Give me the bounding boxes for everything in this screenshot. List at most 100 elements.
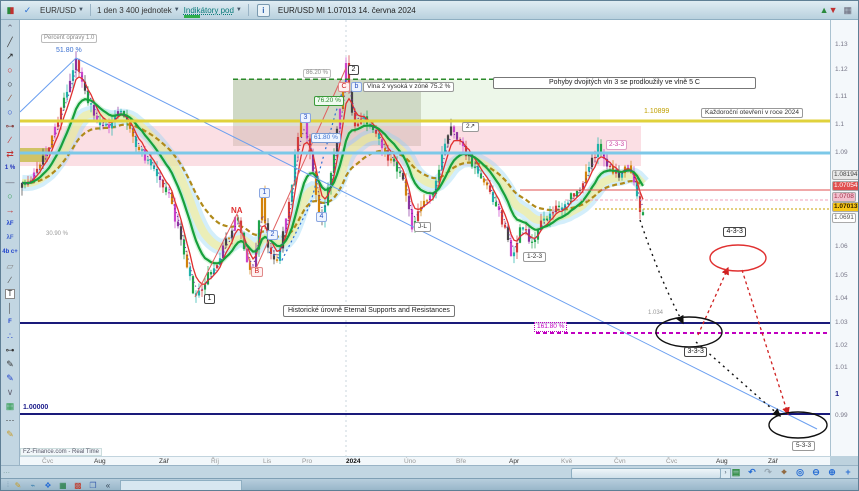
layout-grid-icon[interactable]: ▦ xyxy=(843,4,852,15)
sort-arrows-icon[interactable]: ▲▼ xyxy=(819,4,838,15)
note-historic-levels[interactable]: Historické úrovně Eternal Supports and R… xyxy=(283,305,455,318)
fib-86-20[interactable]: 86.20 % xyxy=(303,69,332,79)
fib-61-80[interactable]: 61.80 % xyxy=(311,133,341,143)
snapshot-button[interactable]: ▤ xyxy=(731,466,741,477)
wave-4[interactable]: 4 xyxy=(316,212,327,223)
chart-canvas[interactable]: Percent opravy 1.0 51.80 % 30.90 % 86.20 % 2… xyxy=(20,20,830,456)
label-5-3-3[interactable]: 5-3-3 xyxy=(792,441,816,451)
wave-1-black[interactable]: 1 xyxy=(204,294,215,305)
zoom-out-button[interactable]: ⊖ xyxy=(812,466,820,477)
month-label: 2024 xyxy=(346,458,361,465)
zoom-select-button[interactable]: ◎ xyxy=(796,466,804,477)
timeframe-dropdown[interactable]: 1 den 3 400 jednotek ▼ xyxy=(95,5,182,16)
segment-tool-small[interactable]: ∕ xyxy=(9,92,11,103)
ellipse-tool-blue[interactable]: ○ xyxy=(7,106,13,117)
label-1-2-3[interactable]: 1-2-3 xyxy=(523,252,547,262)
undo-button[interactable]: ↶ xyxy=(748,466,756,477)
quick-launch-messenger[interactable]: ❖ xyxy=(44,481,52,490)
label-2-arrow[interactable]: 2↗ xyxy=(462,122,480,132)
pan-button[interactable]: + xyxy=(845,467,851,477)
fib-51-80[interactable]: 51.80 % xyxy=(56,47,82,54)
left-toolbar: ⌃ ╱ ↗ ○ ○ ∕ ○ ⊶ ∕ ⇄ 1 % — ○ → λF λF 4b c+ ▱ ∕ T │ F ∴ ⊶ ✎ ✎ ∨ ▦ ⋯ ✎ xyxy=(1,20,20,477)
wave-3[interactable]: 3 xyxy=(300,113,311,124)
quick-launch-app[interactable]: ▩ xyxy=(74,481,82,490)
label-2-3-3[interactable]: 2-3-3 xyxy=(606,140,628,150)
active-underline xyxy=(183,14,200,18)
wave-b-red[interactable]: B xyxy=(251,267,263,278)
barbell-tool[interactable]: ⊶ xyxy=(5,344,15,355)
level-1034[interactable]: 1.034 xyxy=(648,310,664,316)
price-tick: 1.02 xyxy=(835,342,848,349)
time-axis[interactable]: FZ-Finance.com - Real Time Čvc Aug Zář Říj L… xyxy=(20,448,830,465)
note-wave2-zone[interactable]: Vlna 2 vysoká v zóně 75.2 % xyxy=(363,82,455,92)
wave-tool[interactable]: λF xyxy=(6,221,14,227)
taskbar-grip[interactable]: ⁞ xyxy=(7,482,9,489)
range-tool[interactable]: ⊶ xyxy=(5,120,15,131)
ellipse-tool-black[interactable]: ○ xyxy=(7,78,13,89)
indicator-check-icon[interactable]: ✓ xyxy=(23,4,32,15)
vertical-line-tool[interactable]: │ xyxy=(7,302,13,313)
note-yearly-open[interactable]: Každoroční otevření v roce 2024 xyxy=(701,108,803,118)
trendline-tool[interactable]: ╱ xyxy=(7,36,13,47)
ellipse-tool-red[interactable]: ○ xyxy=(7,64,13,75)
taskbar-toolbar-box[interactable] xyxy=(119,480,242,490)
forecast-tool[interactable]: F xyxy=(8,319,12,325)
quick-launch-windows[interactable]: ❐ xyxy=(89,481,97,490)
segment-tool[interactable]: ∕ xyxy=(9,274,11,285)
wave-tool-alt[interactable]: λF xyxy=(6,235,14,241)
wave-c[interactable]: C xyxy=(338,82,351,93)
toolbar-divider[interactable]: — xyxy=(5,176,15,187)
symbol-dropdown[interactable]: EUR/USD ▼ xyxy=(38,5,86,16)
indicators-dropdown[interactable]: Indikátory pod ▼ xyxy=(182,5,244,18)
month-label: Lis xyxy=(263,458,272,465)
fib-161-80[interactable]: 161.80 % xyxy=(534,322,568,332)
price-axis[interactable]: 1.13 1.12 1.11 1.1 1.09 1.06 1.05 1.04 1.03 1.02 1… xyxy=(830,20,858,456)
ellipse-tool-green[interactable]: ○ xyxy=(7,190,13,201)
quick-launch-excel[interactable]: ▦ xyxy=(59,481,67,490)
zoom-in-button[interactable]: ⊕ xyxy=(828,466,836,477)
collapse-chevron[interactable]: ⌃ xyxy=(6,22,14,33)
price-level-label: 1.0691 xyxy=(832,213,856,223)
more-options-button[interactable]: ⋯ xyxy=(5,414,15,425)
label-3-3-3[interactable]: 3-3-3 xyxy=(684,347,708,358)
wave-b[interactable]: b xyxy=(351,82,362,93)
scatter-tool[interactable]: ∴ xyxy=(7,330,13,341)
quick-launch-edit[interactable]: ✎ xyxy=(14,481,22,490)
pencil-tool[interactable]: ✎ xyxy=(6,358,14,369)
price-tick: 1.11 xyxy=(835,93,848,100)
month-label: Kvě xyxy=(561,458,573,465)
info-button[interactable]: i xyxy=(256,3,270,17)
edit-pencil-button[interactable]: ✎ xyxy=(6,428,14,439)
add-indicator-button[interactable]: ▦ xyxy=(5,400,15,411)
wave-1-blue[interactable]: 1 xyxy=(259,188,270,199)
percent-tool[interactable]: 1 % xyxy=(4,165,16,171)
level-110899[interactable]: 1.10899 xyxy=(644,108,670,115)
fibonacci-tool[interactable]: ⇄ xyxy=(6,148,14,159)
abc-tool[interactable]: 4b c+ xyxy=(2,249,18,255)
fib-30-90[interactable]: 30.90 % xyxy=(46,231,69,237)
key-tool[interactable]: → xyxy=(5,204,15,215)
label-j-l[interactable]: J-L xyxy=(414,222,432,232)
eraser-tool[interactable]: ▱ xyxy=(6,260,14,271)
line-tool-red[interactable]: ∕ xyxy=(9,134,11,145)
redo-button[interactable]: ↷ xyxy=(764,466,772,477)
wave-2-top[interactable]: 2 xyxy=(348,65,359,76)
wave-2-blue[interactable]: 2 xyxy=(267,230,278,241)
collapse-quicklaunch[interactable]: « xyxy=(105,481,111,490)
level-100000[interactable]: 1.00000 xyxy=(23,404,49,411)
arrow-tool[interactable]: ↗ xyxy=(6,50,14,61)
expand-chevron[interactable]: ∨ xyxy=(6,386,14,397)
crosshair-button[interactable]: ⌖ xyxy=(781,466,787,477)
candles-icon[interactable]: ▮ ▮ xyxy=(6,4,15,15)
label-4-3-3[interactable]: 4-3-3 xyxy=(723,227,747,238)
label-na[interactable]: NA xyxy=(231,206,243,215)
month-label: Zář xyxy=(159,458,169,465)
month-label: Říj xyxy=(211,458,219,465)
text-tool[interactable]: T xyxy=(2,287,19,301)
quick-launch-share[interactable]: ⌁ xyxy=(30,481,36,490)
fib-76-20[interactable]: 76.20 % xyxy=(314,96,344,106)
fib-label[interactable]: Percent opravy 1.0 xyxy=(41,34,98,44)
pencil-tool-blue[interactable]: ✎ xyxy=(6,372,14,383)
note-double-waves[interactable]: Pohyby dvojitých vln 3 se prodloužily ve… xyxy=(493,77,756,90)
toolbar-grip[interactable]: ⋯ xyxy=(3,470,11,477)
